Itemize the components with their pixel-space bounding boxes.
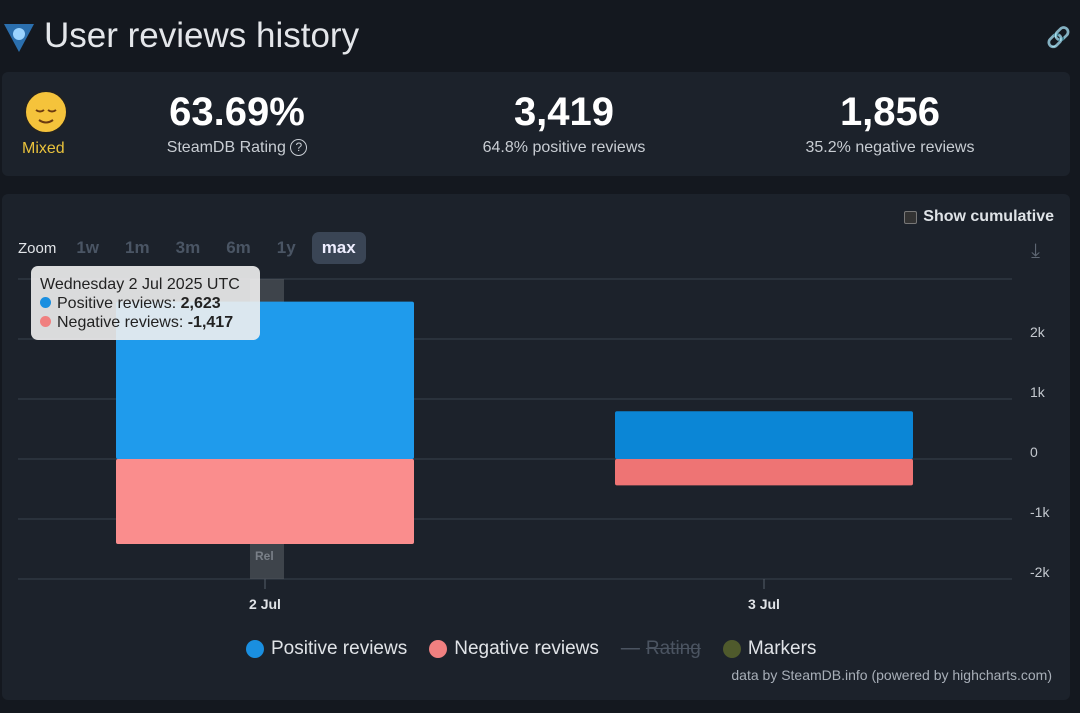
zoom-controls: Zoom 1w 1m 3m 6m 1y max [18, 232, 372, 264]
negative-legend-icon [429, 640, 448, 658]
negative-dot-icon [40, 316, 51, 327]
zoom-label: Zoom [18, 239, 57, 257]
tooltip-date: Wednesday 2 Jul 2025 UTC [40, 276, 240, 293]
legend-label: Rating [645, 638, 701, 659]
y-tick-label: 1k [1030, 384, 1046, 400]
positive-bar [615, 411, 913, 459]
zoom-1y[interactable]: 1y [276, 238, 296, 257]
release-marker-label: Rel [255, 549, 274, 563]
steamdb-logo [2, 20, 36, 54]
legend-label: Markers [747, 638, 817, 659]
legend-label: Positive reviews [271, 638, 408, 659]
rating-stat: 63.69% SteamDB Rating ? [142, 90, 332, 157]
rating-value: 63.69% [169, 90, 305, 134]
y-tick-label: -2k [1030, 564, 1050, 580]
zoom-1m[interactable]: 1m [125, 238, 150, 257]
positive-label: 64.8% positive reviews [482, 139, 646, 156]
legend: Positive reviews Negative reviews — Ratin… [246, 638, 816, 660]
positive-legend-icon [246, 640, 264, 658]
legend-rating[interactable]: — Rating [621, 638, 701, 660]
page-title: User reviews history [44, 16, 360, 55]
markers-legend-icon [722, 640, 741, 658]
negative-value: 1,856 [839, 90, 941, 134]
show-cumulative-label: Show cumulative [923, 208, 1054, 225]
credit[interactable]: data by SteamDB.info (powered by highcha… [731, 667, 1052, 683]
show-cumulative-checkbox[interactable]: Show cumulative [904, 208, 1054, 226]
verdict-label: Mixed [22, 140, 65, 157]
tooltip-positive-value: 2,623 [180, 295, 221, 312]
download-icon[interactable]: ⤓ [1031, 240, 1040, 262]
rating-label: SteamDB Rating [166, 139, 286, 156]
y-tick-label: -1k [1030, 504, 1050, 520]
positive-bar [116, 301, 414, 459]
tooltip-positive-label: Positive reviews: [57, 295, 181, 312]
legend-negative[interactable]: Negative reviews [429, 638, 599, 660]
zoom-max[interactable]: max [311, 232, 366, 264]
zoom-1w[interactable]: 1w [76, 238, 100, 257]
tooltip: Wednesday 2 Jul 2025 UTC Positive review… [31, 266, 260, 340]
tooltip-negative-value: -1,417 [187, 314, 234, 331]
tooltip-negative-label: Negative reviews: [57, 314, 188, 331]
stats-panel: Mixed 63.69% SteamDB Rating ? 3,419 64.8… [2, 72, 1070, 176]
y-tick-label: 2k [1030, 324, 1046, 340]
checkbox-icon[interactable] [904, 210, 918, 224]
help-icon[interactable]: ? [290, 139, 308, 157]
zoom-6m[interactable]: 6m [226, 238, 251, 257]
link-icon[interactable]: 🔗 [1046, 27, 1071, 49]
negative-bar [116, 459, 414, 545]
negative-bar [615, 459, 913, 486]
x-tick-label: 3 Jul [748, 596, 780, 612]
zoom-3m[interactable]: 3m [175, 238, 201, 257]
positive-stat: 3,419 64.8% positive reviews [464, 90, 664, 157]
positive-value: 3,419 [513, 90, 615, 134]
line-legend-icon: — [620, 638, 640, 659]
legend-label: Negative reviews [454, 638, 599, 659]
positive-dot-icon [40, 297, 51, 308]
negative-label: 35.2% negative reviews [805, 139, 975, 156]
negative-stat: 1,856 35.2% negative reviews [790, 90, 990, 157]
y-tick-label: 0 [1030, 444, 1038, 460]
legend-positive[interactable]: Positive reviews [246, 638, 407, 660]
x-tick-label: 2 Jul [249, 596, 281, 612]
mixed-face-icon [24, 90, 68, 134]
legend-markers[interactable]: Markers [722, 638, 817, 660]
